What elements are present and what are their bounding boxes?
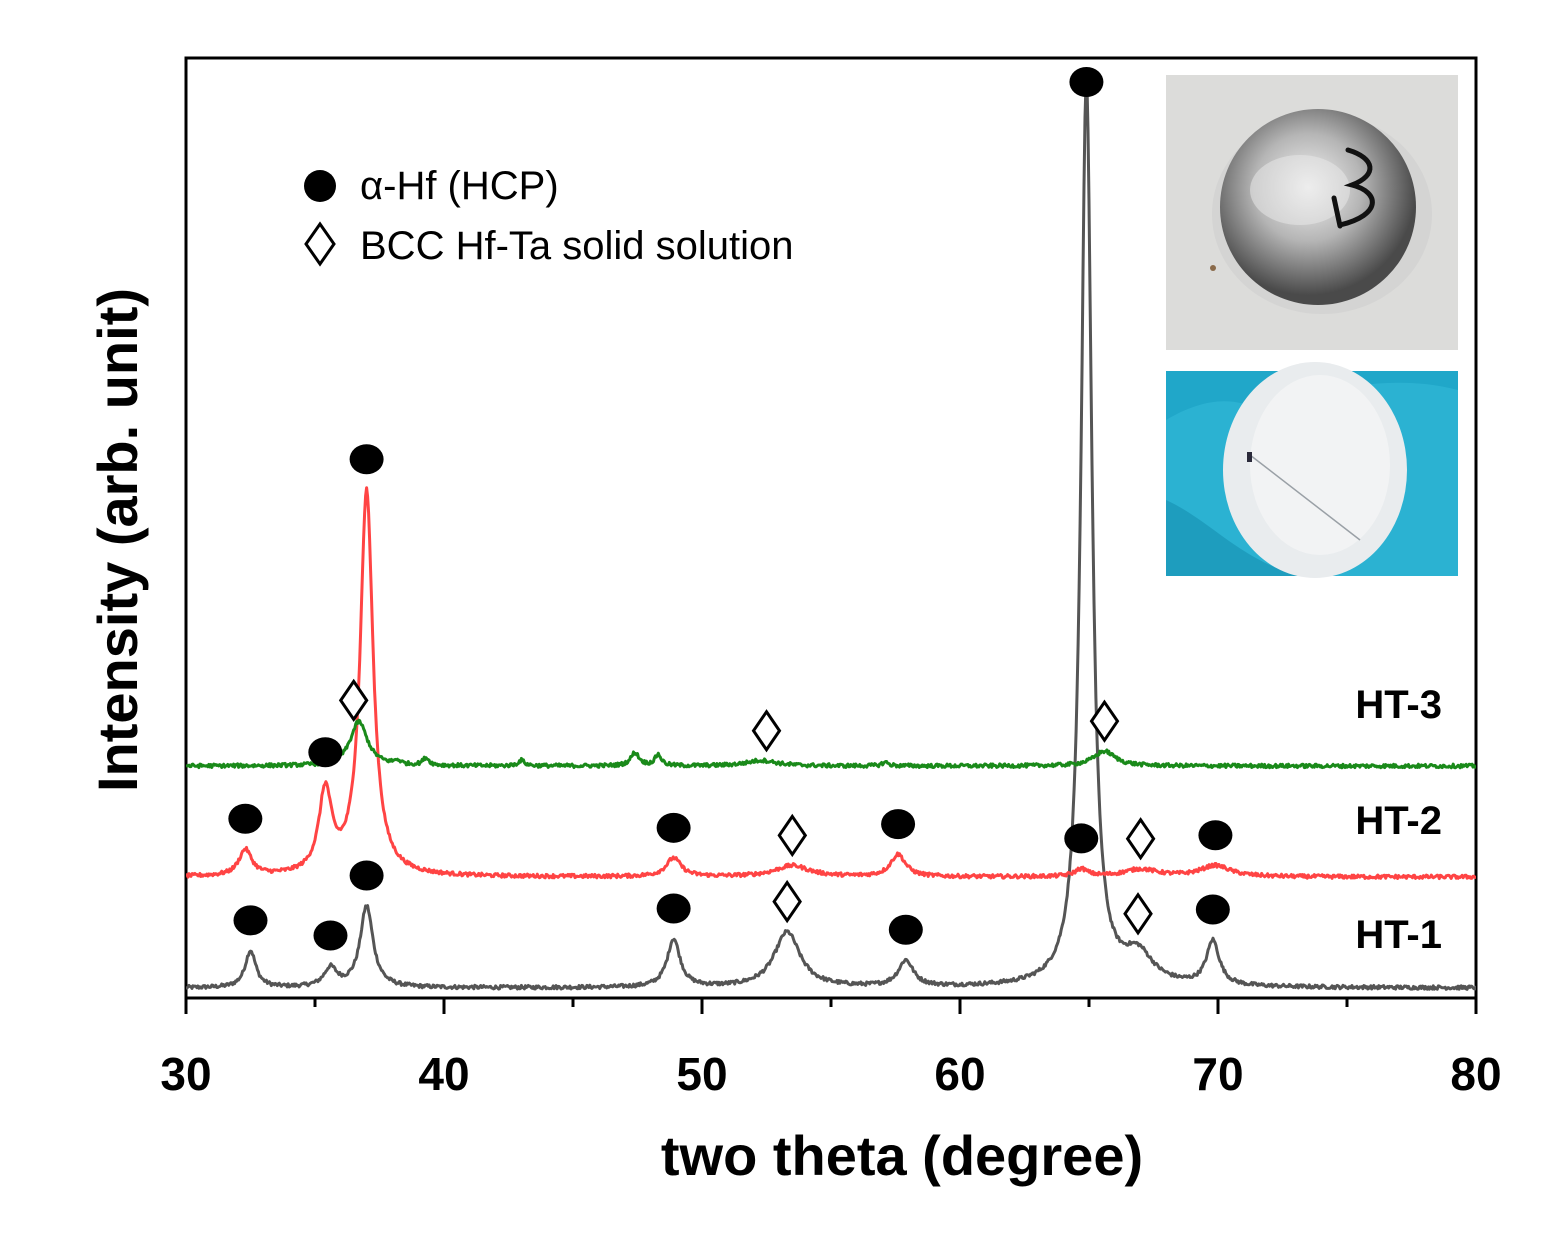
alpha-hf-marker bbox=[1195, 894, 1230, 925]
bcc-marker bbox=[1089, 699, 1120, 743]
x-tick-label: 40 bbox=[418, 1048, 469, 1100]
alpha-hf-marker bbox=[888, 914, 923, 945]
inset-button-sample-photo bbox=[1166, 75, 1458, 350]
x-axis: 30 40 50 60 70 80 bbox=[160, 998, 1502, 1100]
series-traces bbox=[186, 81, 1476, 991]
bcc-marker bbox=[751, 709, 782, 753]
alpha-hf-marker bbox=[1064, 823, 1099, 854]
bcc-marker bbox=[1125, 817, 1156, 861]
legend-bcc-label: BCC Hf-Ta solid solution bbox=[360, 224, 794, 268]
phase-markers bbox=[228, 67, 1233, 951]
bcc-marker bbox=[1123, 892, 1153, 936]
alpha-hf-marker bbox=[233, 905, 268, 936]
alpha-hf-marker bbox=[1069, 67, 1104, 97]
series-line-ht-2 bbox=[186, 486, 1476, 881]
alpha-hf-marker bbox=[656, 812, 691, 843]
inset-foil-sample-photo bbox=[1166, 362, 1458, 578]
bcc-marker bbox=[338, 678, 369, 723]
alpha-hf-marker bbox=[349, 860, 384, 891]
legend: α-Hf (HCP) BCC Hf-Ta solid solution bbox=[304, 164, 794, 268]
bcc-marker bbox=[772, 879, 802, 924]
alpha-hf-marker bbox=[881, 809, 916, 840]
x-tick-label: 80 bbox=[1450, 1048, 1501, 1100]
series-label-ht2: HT-2 bbox=[1355, 799, 1442, 843]
series-line-ht-1 bbox=[186, 81, 1476, 991]
x-tick-label: 30 bbox=[160, 1048, 211, 1100]
legend-alpha-hf-label: α-Hf (HCP) bbox=[360, 164, 559, 208]
series-label-ht1: HT-1 bbox=[1355, 913, 1442, 957]
alpha-hf-marker bbox=[1198, 820, 1233, 851]
alpha-hf-marker bbox=[308, 737, 343, 768]
alpha-hf-marker bbox=[349, 444, 384, 475]
x-tick-label: 50 bbox=[676, 1048, 727, 1100]
x-tick-label: 60 bbox=[934, 1048, 985, 1100]
x-axis-title: two theta (degree) bbox=[661, 1124, 1143, 1187]
alpha-hf-marker bbox=[656, 893, 691, 924]
series-label-ht3: HT-3 bbox=[1355, 683, 1442, 727]
legend-alpha-hf-marker bbox=[304, 170, 336, 202]
bcc-marker bbox=[777, 813, 808, 858]
legend-bcc-marker bbox=[304, 221, 336, 267]
series-line-ht-3 bbox=[186, 718, 1476, 770]
alpha-hf-marker bbox=[228, 803, 263, 834]
alpha-hf-marker bbox=[313, 920, 348, 951]
x-tick-label: 70 bbox=[1192, 1048, 1243, 1100]
y-axis-title: Intensity (arb. unit) bbox=[86, 288, 149, 792]
